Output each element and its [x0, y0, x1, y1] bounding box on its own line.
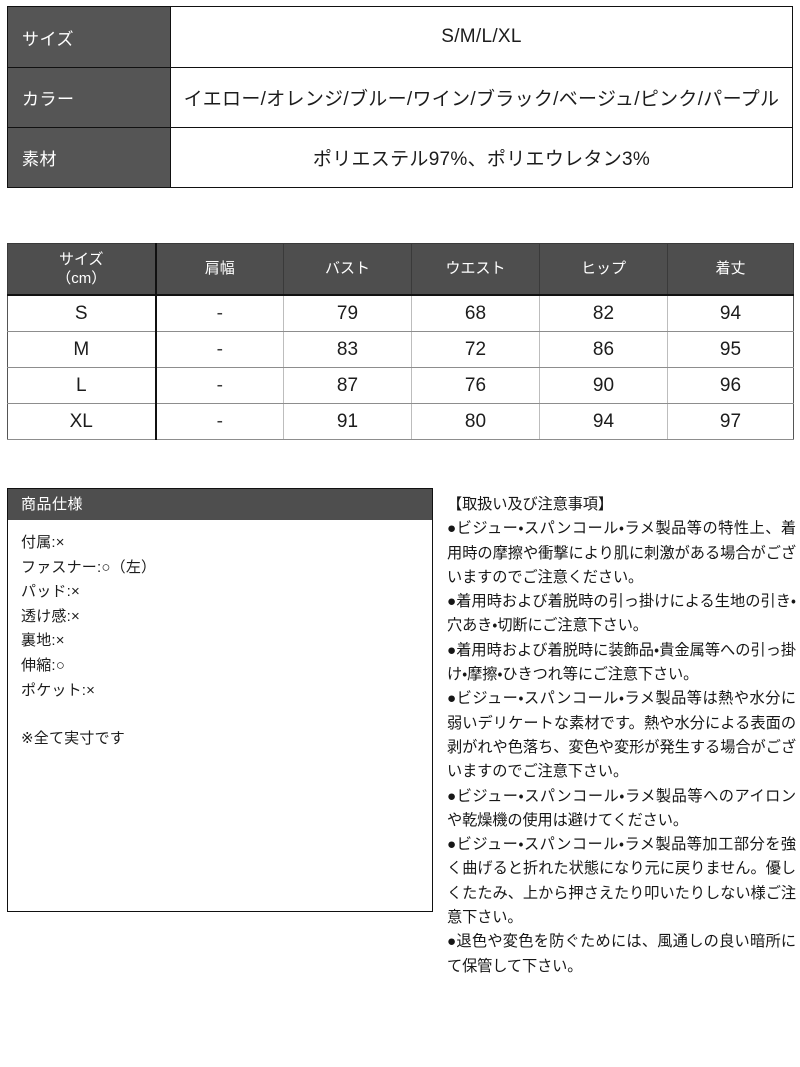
table-row: サイズ S/M/L/XL: [7, 6, 793, 68]
product-specs-title: 商品仕様: [8, 489, 432, 520]
care-instruction-item: ●着用時および着脱時に装飾品・貴金属等への引っ掛け・摩擦・ひきつれ等にご注意下さ…: [447, 641, 796, 684]
care-instructions-title: 【取扱い及び注意事項】: [447, 496, 613, 513]
cell-hip: 90: [539, 367, 668, 404]
care-instruction-item: ●着用時および着脱時の引っ掛けによる生地の引き・穴あき・切断にご注意下さい。: [447, 593, 796, 635]
cell-waist: 80: [411, 403, 540, 440]
cell-length: 95: [667, 331, 794, 368]
column-header-hip: ヒップ: [539, 243, 668, 296]
size-chart-table: サイズ （cm） 肩幅 バスト ウエスト ヒップ 着丈 S - 79 68 82…: [7, 243, 794, 440]
column-header-length: 着丈: [667, 243, 794, 296]
attribute-value-size: S/M/L/XL: [170, 6, 793, 68]
cell-shoulder: -: [155, 294, 284, 332]
cell-bust: 87: [283, 367, 412, 404]
table-row: カラー イエロー/オレンジ/ブルー/ワイン/ブラック/ベージュ/ピンク/パープル: [7, 67, 793, 128]
list-item: 付属:×: [21, 534, 65, 551]
list-item: ファスナー:○（左）: [21, 558, 157, 576]
product-specs-list: 付属:× ファスナー:○（左） パッド:× 透け感:× 裏地:× 伸縮:○ ポケ…: [8, 520, 432, 752]
cell-size: XL: [7, 403, 157, 440]
cell-length: 94: [667, 294, 794, 332]
cell-hip: 94: [539, 403, 668, 440]
care-instruction-item: ●ビジュー・スパンコール・ラメ製品等は熱や水分に弱いデリケートな素材です。熱や水…: [447, 690, 796, 781]
cell-size: M: [7, 331, 157, 368]
attribute-label-material: 素材: [7, 127, 171, 188]
column-header-shoulder: 肩幅: [155, 243, 284, 296]
cell-waist: 72: [411, 331, 540, 368]
table-row: M - 83 72 86 95: [7, 331, 794, 368]
product-specs-footnote: ※全て実寸です: [21, 730, 125, 748]
cell-bust: 91: [283, 403, 412, 440]
cell-bust: 79: [283, 294, 412, 332]
cell-bust: 83: [283, 331, 412, 368]
product-specs-panel: 商品仕様 付属:× ファスナー:○（左） パッド:× 透け感:× 裏地:× 伸縮…: [7, 488, 433, 912]
list-item: パッド:×: [21, 583, 80, 601]
product-attributes-table: サイズ S/M/L/XL カラー イエロー/オレンジ/ブルー/ワイン/ブラック/…: [7, 6, 793, 188]
cell-shoulder: -: [155, 367, 284, 404]
list-item: ポケット:×: [21, 681, 96, 699]
attribute-label-size: サイズ: [7, 6, 171, 68]
table-row: XL - 91 80 94 97: [7, 403, 794, 440]
care-instruction-item: ●ビジュー・スパンコール・ラメ製品等加工部分を強く曲げると折れた状態になり元に戻…: [447, 836, 796, 927]
cell-shoulder: -: [155, 403, 284, 440]
size-chart-header-row: サイズ （cm） 肩幅 バスト ウエスト ヒップ 着丈: [7, 243, 794, 296]
cell-waist: 68: [411, 294, 540, 332]
table-row: S - 79 68 82 94: [7, 294, 794, 332]
column-header-size: サイズ （cm）: [7, 243, 157, 296]
attribute-value-color: イエロー/オレンジ/ブルー/ワイン/ブラック/ベージュ/ピンク/パープル: [170, 67, 793, 128]
cell-size: S: [7, 294, 157, 332]
list-item: 透け感:×: [21, 607, 80, 625]
column-header-size-line2: （cm）: [56, 270, 107, 287]
cell-hip: 86: [539, 331, 668, 368]
cell-size: L: [7, 367, 157, 404]
attribute-value-material: ポリエステル97%、ポリエウレタン3%: [170, 127, 793, 188]
table-row: 素材 ポリエステル97%、ポリエウレタン3%: [7, 127, 793, 188]
care-instructions-panel: 【取扱い及び注意事項】 ●ビジュー・スパンコール・ラメ製品等の特性上、着用時の摩…: [447, 493, 796, 979]
list-item: 伸縮:○: [21, 656, 66, 674]
cell-shoulder: -: [155, 331, 284, 368]
table-row: L - 87 76 90 96: [7, 367, 794, 404]
cell-length: 97: [667, 403, 794, 440]
column-header-size-line1: サイズ: [58, 250, 104, 268]
column-header-bust: バスト: [283, 243, 412, 296]
care-instruction-item: ●ビジュー・スパンコール・ラメ製品等へのアイロンや乾燥機の使用は避けてください。: [447, 787, 796, 829]
cell-hip: 82: [539, 294, 668, 332]
cell-length: 96: [667, 367, 794, 404]
column-header-waist: ウエスト: [411, 243, 540, 296]
care-instruction-item: ●ビジュー・スパンコール・ラメ製品等の特性上、着用時の摩擦や衝撃により肌に刺激が…: [447, 520, 796, 586]
attribute-label-color: カラー: [7, 67, 171, 128]
cell-waist: 76: [411, 367, 540, 404]
care-instruction-item: ●退色や変色を防ぐためには、風通しの良い暗所にて保管して下さい。: [447, 933, 796, 975]
list-item: 裏地:×: [21, 632, 65, 650]
